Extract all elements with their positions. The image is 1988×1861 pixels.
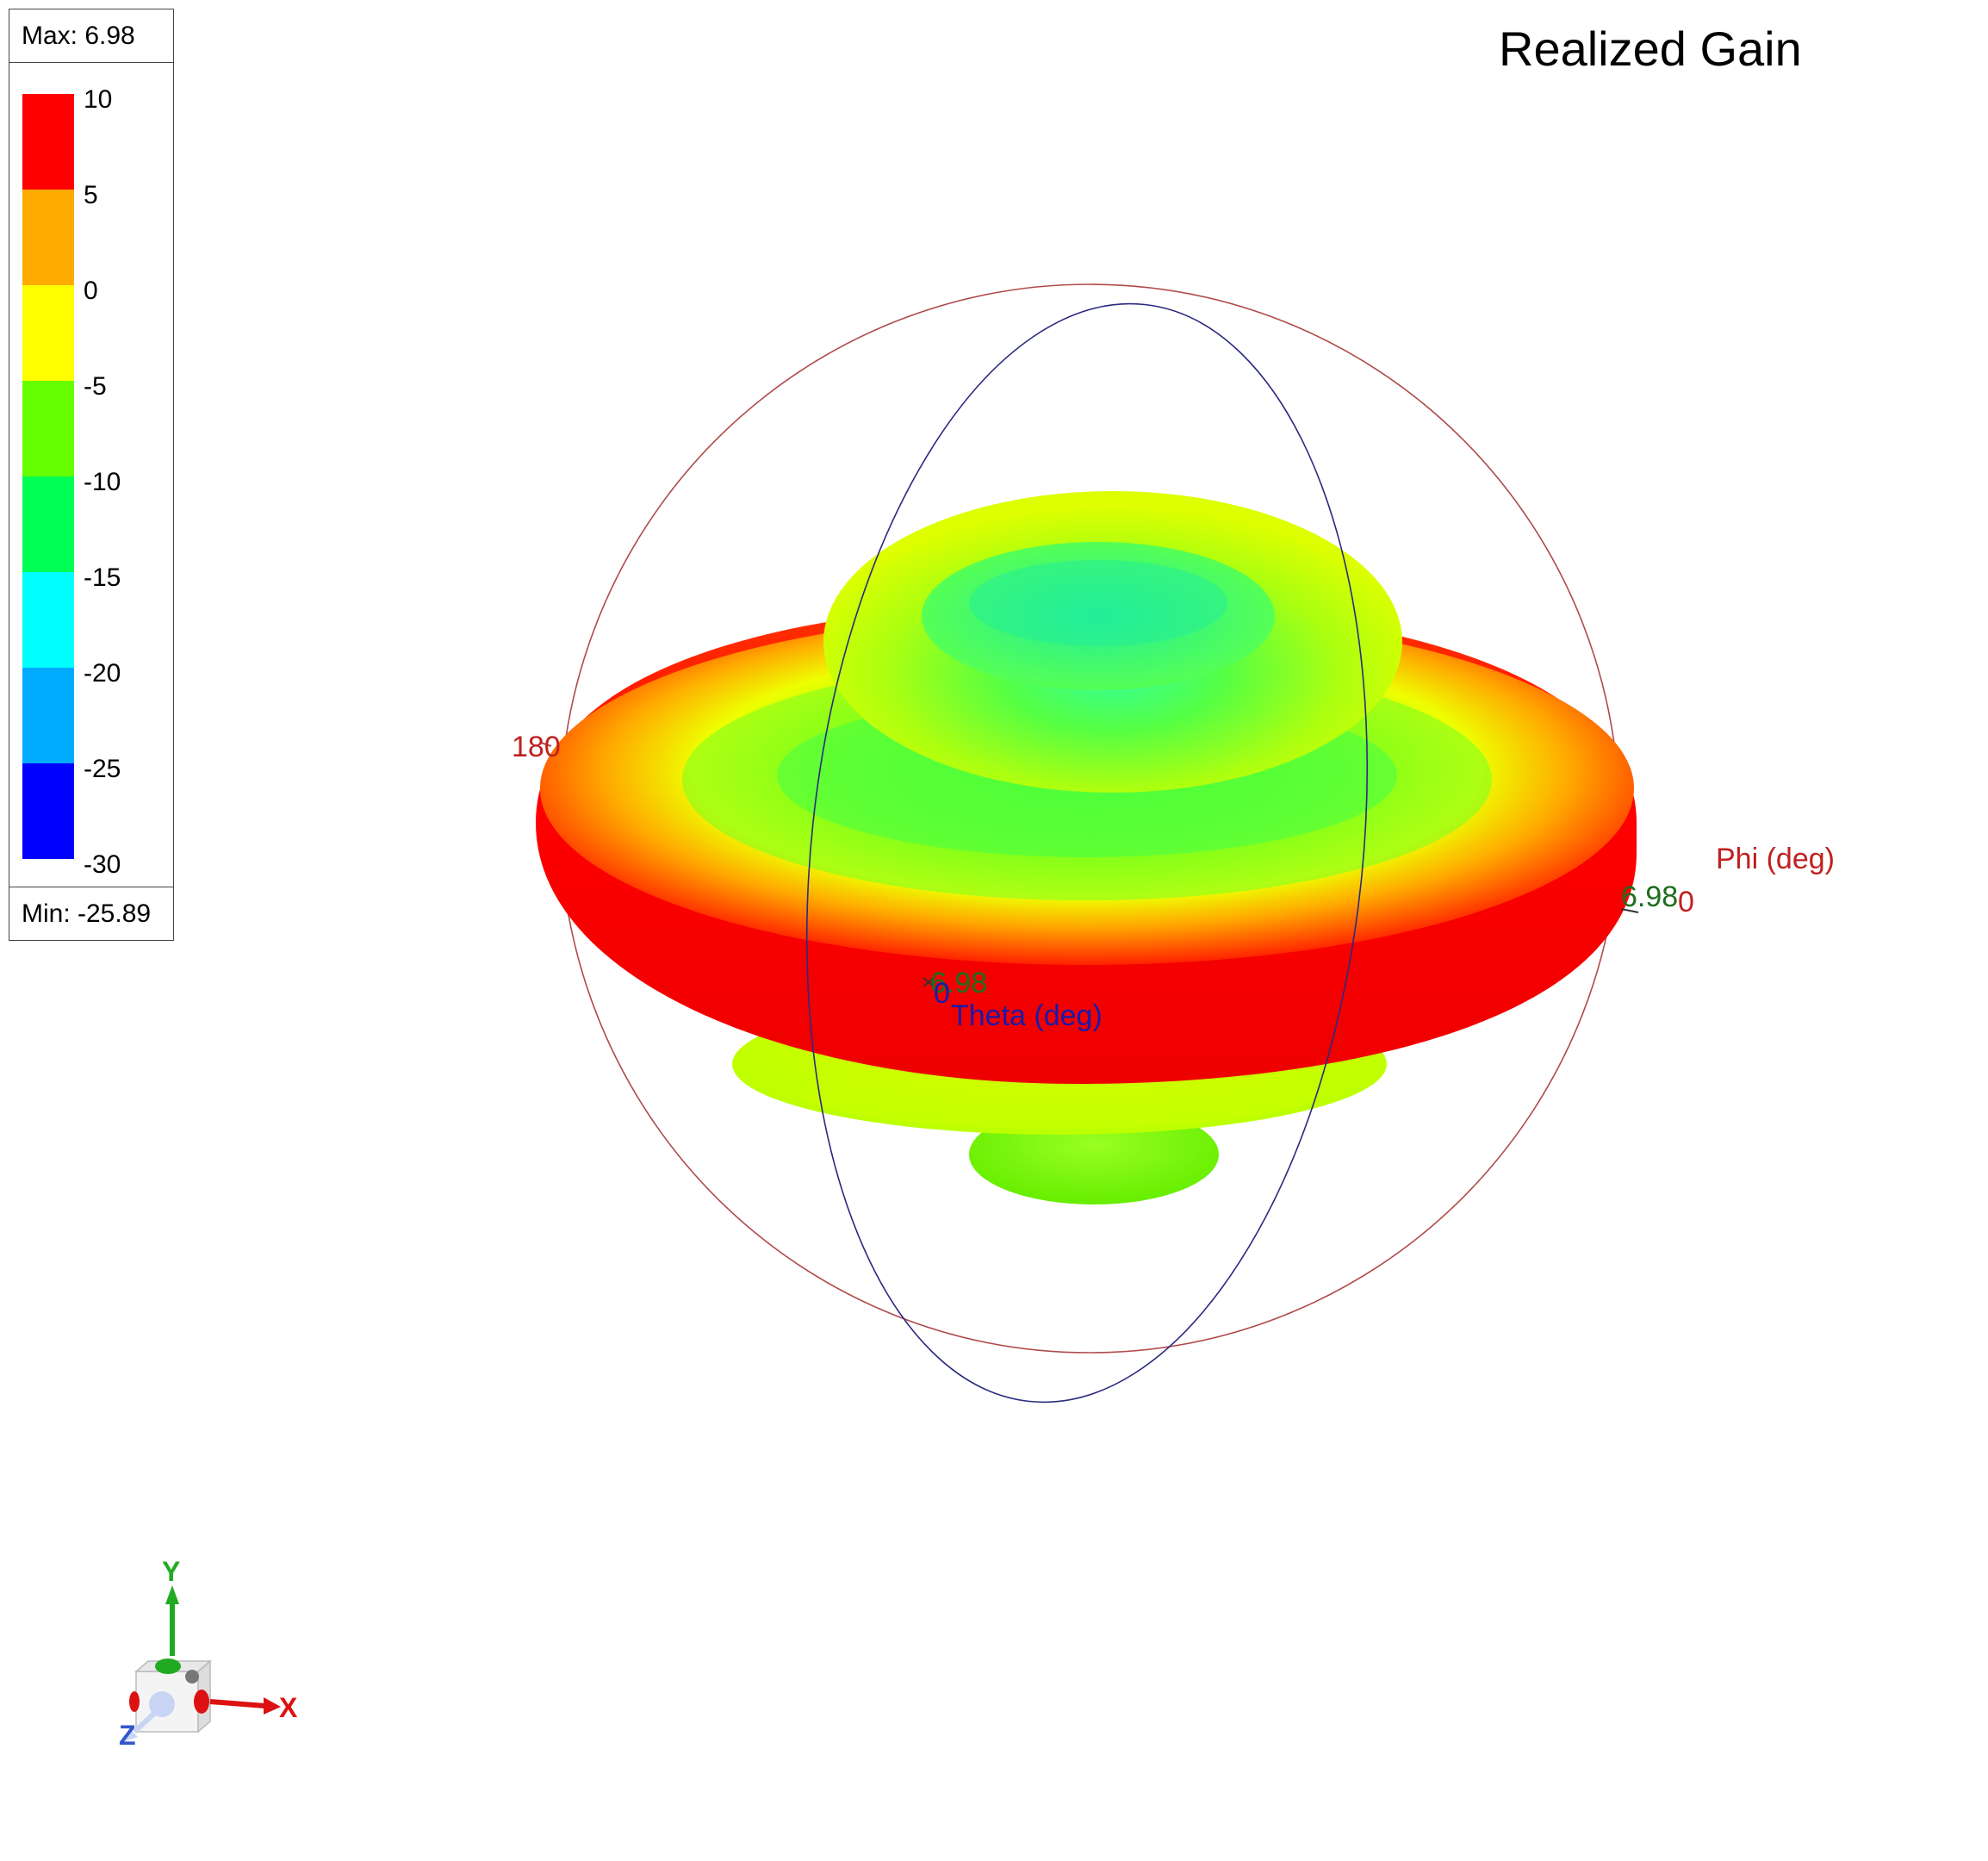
orientation-triad[interactable]: Y X Z [103, 1556, 310, 1751]
color-band [22, 94, 74, 190]
color-legend: Max: 6.98 10 5 0 -5 -10 -15 -20 -25 -30 … [9, 9, 174, 941]
phi-180-label: 180 [512, 731, 561, 763]
color-band [22, 476, 74, 572]
plot-title: Realized Gain [1499, 22, 1802, 76]
legend-tick: 0 [84, 277, 98, 305]
legend-tick: 10 [84, 85, 113, 114]
max-value-label: Max: 6.98 [9, 9, 173, 63]
theta-axis-label: Theta (deg) [951, 999, 1103, 1032]
color-band [22, 668, 74, 763]
theta-0-label: 0 [934, 977, 950, 1010]
color-band [22, 285, 74, 381]
color-band [22, 381, 74, 476]
phi-axis-label: Phi (deg) [1716, 843, 1835, 875]
triad-graphic [122, 1585, 281, 1742]
legend-tick: -10 [84, 468, 121, 496]
legend-tick: -30 [84, 850, 121, 879]
max-marker-center: 6.98 [930, 967, 988, 999]
max-marker-right: 6.98 [1621, 881, 1679, 913]
triad-y-label: Y [162, 1556, 181, 1587]
color-band [22, 763, 74, 859]
legend-tick: 5 [84, 181, 98, 209]
color-band [22, 190, 74, 285]
triad-x-label: X [279, 1692, 298, 1723]
legend-tick: -15 [84, 563, 121, 592]
min-value-label: Min: -25.89 [9, 887, 173, 940]
legend-tick: -5 [84, 372, 107, 401]
theta-circle [805, 302, 1369, 1404]
legend-tick: -25 [84, 755, 121, 783]
color-band [22, 572, 74, 668]
legend-tick: -20 [84, 659, 121, 688]
color-scale-bar [22, 94, 74, 859]
phi-0-label: 0 [1678, 886, 1694, 918]
triad-z-label: Z [119, 1720, 136, 1751]
